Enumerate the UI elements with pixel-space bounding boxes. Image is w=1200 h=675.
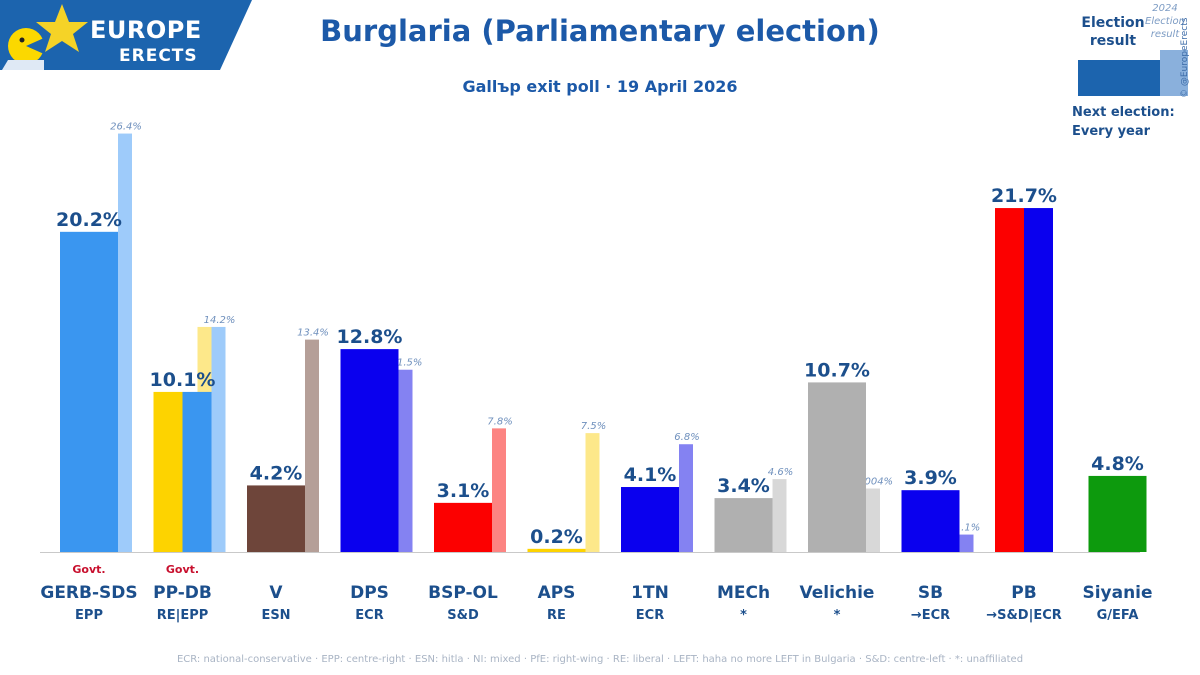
prev-label-bsp-ol: 7.8% <box>487 416 512 427</box>
legend-current-swatch <box>1078 60 1160 96</box>
value-label-1tn: 4.1% <box>624 464 677 486</box>
govt-label-gerb-sds: Govt. <box>72 563 105 576</box>
party-group-1tn: ECR <box>636 608 664 623</box>
prev-bar-dps <box>398 369 413 552</box>
star-icon <box>36 4 88 52</box>
bar-pb-a <box>995 208 1024 552</box>
bar-aps <box>527 548 586 552</box>
prev-bar-velichie <box>866 488 880 552</box>
next-election-value: Every year <box>1072 124 1151 139</box>
party-name-sb: SB <box>918 583 943 603</box>
chart-title: Burglaria (Parliamentary election) <box>320 14 880 48</box>
europe-erects-banner <box>0 0 252 70</box>
party-group-sb: →ECR <box>911 608 950 623</box>
prev-bar-pp-db-b <box>211 326 226 552</box>
prev-bar-gerb-sds <box>118 133 132 552</box>
party-name-pp-db: PP-DB <box>153 583 212 603</box>
prev-bar-aps <box>585 433 600 552</box>
prev-label-dps: 11.5% <box>391 358 423 369</box>
prev-bar-mech <box>772 479 787 552</box>
bar-1tn <box>621 487 679 552</box>
party-group-dps: ECR <box>355 608 383 623</box>
value-label-dps: 12.8% <box>337 326 403 348</box>
govt-label-pp-db: Govt. <box>166 563 199 576</box>
next-election-label: Next election: <box>1072 105 1175 120</box>
prev-label-gerb-sds: 26.4% <box>110 122 142 133</box>
party-group-bsp-ol: S&D <box>447 608 479 623</box>
prev-label-pp-db: 14.2% <box>204 315 236 326</box>
party-name-bsp-ol: BSP-OL <box>428 583 498 603</box>
party-name-gerb-sds: GERB-SDS <box>40 583 137 603</box>
value-label-sb: 3.9% <box>904 467 957 489</box>
footnote: ECR: national-conservative · EPP: centre… <box>176 654 1024 665</box>
value-label-gerb-sds: 20.2% <box>56 209 122 231</box>
prev-label-1tn: 6.8% <box>674 432 699 443</box>
prev-label-velichie: 4.004% <box>855 477 893 488</box>
party-name-siyanie: Siyanie <box>1082 583 1152 603</box>
party-group-v: ESN <box>261 608 290 623</box>
party-name-pb: PB <box>1011 583 1036 603</box>
party-name-velichie: Velichie <box>800 583 875 603</box>
party-group-gerb-sds: EPP <box>75 608 103 623</box>
prev-label-v: 13.4% <box>297 328 329 339</box>
bar-siyanie <box>1088 475 1147 552</box>
chart-subtitle: Gallъp exit poll · 19 April 2026 <box>462 77 738 96</box>
prev-bar-bsp-ol <box>492 428 506 552</box>
party-group-velichie: * <box>834 608 841 623</box>
legend-election-result-label: Election result <box>1081 15 1145 49</box>
prev-bar-v <box>305 339 319 552</box>
party-name-aps: APS <box>538 583 576 603</box>
prev-label-mech: 4.6% <box>768 467 793 478</box>
value-label-mech: 3.4% <box>717 475 770 497</box>
party-group-pb: →S&D|ECR <box>986 608 1062 623</box>
prev-bar-1tn <box>679 444 693 552</box>
next-election: Next election: Every year <box>1072 103 1175 141</box>
value-label-aps: 0.2% <box>530 526 583 548</box>
value-label-pp-db: 10.1% <box>150 369 216 391</box>
legend-prev-result-label: 2024 Election result <box>1145 3 1185 40</box>
value-label-bsp-ol: 3.1% <box>437 480 490 502</box>
bar-v <box>247 485 305 552</box>
value-label-velichie: 10.7% <box>804 359 870 381</box>
bar-sb <box>901 490 960 552</box>
brand-top: EUROPE <box>90 16 202 44</box>
bar-dps <box>340 349 399 552</box>
party-group-pp-db: RE|EPP <box>157 608 209 623</box>
prev-bar-sb <box>959 534 974 552</box>
bar-gerb-sds <box>60 231 118 552</box>
party-group-mech: * <box>740 608 747 623</box>
prev-label-sb: 1.1% <box>955 523 980 534</box>
legend-previous-swatch <box>1160 50 1188 96</box>
bar-pp-db-a <box>153 391 183 552</box>
party-name-v: V <box>269 583 283 603</box>
brand-bottom: ERECTS <box>119 46 198 66</box>
value-label-siyanie: 4.8% <box>1091 453 1144 475</box>
party-group-siyanie: G/EFA <box>1097 608 1139 623</box>
prev-label-aps: 7.5% <box>581 421 606 432</box>
bar-bsp-ol <box>434 502 492 552</box>
party-name-mech: MECh <box>717 583 770 603</box>
value-label-v: 4.2% <box>250 462 303 484</box>
party-name-1tn: 1TN <box>631 583 669 603</box>
bar-pb-b <box>1024 208 1053 552</box>
party-name-dps: DPS <box>350 583 389 603</box>
value-label-pb: 21.7% <box>991 185 1057 207</box>
bar-mech <box>714 498 773 552</box>
bar-velichie <box>808 382 866 552</box>
bar-pp-db-b <box>182 391 212 552</box>
party-group-aps: RE <box>547 608 566 623</box>
